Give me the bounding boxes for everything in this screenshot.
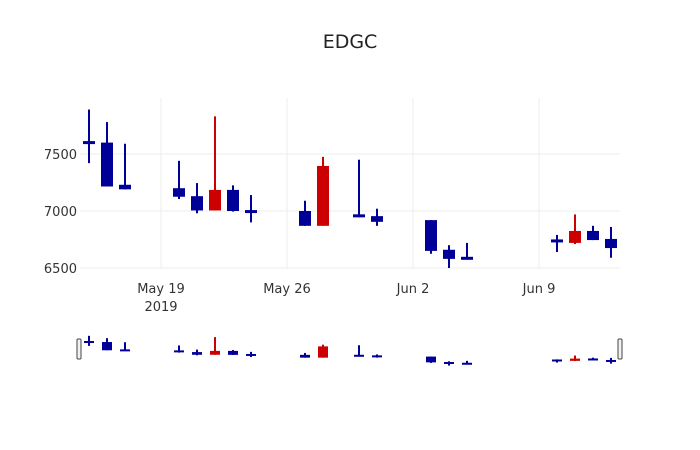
candle — [425, 220, 437, 254]
candle-body — [569, 230, 581, 243]
candle-body — [372, 355, 382, 358]
candle — [552, 359, 562, 363]
candle-body — [462, 362, 472, 365]
candle — [300, 352, 310, 358]
candle-body — [317, 165, 329, 226]
candle-body — [210, 350, 220, 355]
candle-body — [318, 346, 328, 358]
candle-body — [605, 238, 617, 249]
candle-body — [84, 341, 94, 344]
candle — [317, 156, 329, 226]
candle — [570, 355, 580, 362]
candle — [245, 195, 257, 223]
candle-body — [443, 249, 455, 259]
candle — [84, 335, 94, 346]
candle — [588, 357, 598, 361]
candle — [210, 337, 220, 355]
candle-body — [371, 216, 383, 222]
candle-body — [552, 359, 562, 362]
candle — [606, 357, 616, 364]
x-tick-label: May 19 — [137, 282, 185, 297]
candle-body — [461, 256, 473, 260]
candle-body — [245, 210, 257, 214]
candle — [228, 350, 238, 355]
range-slider[interactable] — [76, 335, 623, 366]
candle — [119, 143, 131, 190]
candle-body — [570, 358, 580, 361]
candle-body — [353, 214, 365, 218]
candle — [246, 351, 256, 358]
candle-body — [551, 239, 563, 243]
candle-body — [444, 362, 454, 365]
candle — [605, 226, 617, 258]
candle — [551, 234, 563, 253]
candles-main — [83, 109, 617, 268]
candle-body — [192, 352, 202, 355]
x-tick-label: Jun 9 — [522, 282, 556, 297]
x-tick-label: Jun 2 — [396, 282, 430, 297]
candle-body — [354, 354, 364, 357]
candle — [174, 345, 184, 353]
candle-body — [102, 342, 112, 351]
y-tick-label: 7500 — [44, 148, 77, 163]
candle — [353, 159, 365, 218]
candle-body — [209, 189, 221, 211]
chart-title: EDGC — [322, 31, 378, 53]
y-axis: 6500 7000 7500 — [44, 148, 77, 277]
candle — [318, 344, 328, 358]
candle — [227, 185, 239, 212]
x-tick-label: May 26 — [263, 282, 311, 297]
candle — [443, 245, 455, 268]
candle-body — [299, 211, 311, 226]
x-axis: May 19 2019 May 26 Jun 2 Jun 9 — [137, 282, 555, 315]
candle-body — [300, 354, 310, 358]
range-slider-right-handle[interactable] — [617, 338, 623, 360]
candle-body — [228, 350, 238, 355]
candle-body — [191, 196, 203, 211]
x-tick-year-label: 2019 — [144, 300, 177, 315]
gridlines — [80, 98, 620, 269]
candle — [462, 360, 472, 365]
candle-body — [425, 220, 437, 251]
candle — [354, 345, 364, 357]
candle — [372, 354, 382, 358]
candle — [569, 214, 581, 245]
y-tick-label: 7000 — [44, 205, 77, 220]
candle — [587, 225, 599, 241]
candle-body — [426, 356, 436, 363]
candle — [173, 160, 185, 200]
candle — [371, 208, 383, 226]
range-slider-candles — [84, 335, 616, 366]
candle-body — [246, 353, 256, 356]
candle-body — [101, 142, 113, 187]
candle — [426, 356, 436, 363]
candle-body — [174, 350, 184, 353]
candle — [101, 122, 113, 187]
candle — [191, 183, 203, 214]
candle — [461, 242, 473, 260]
candle — [192, 349, 202, 356]
candle-body — [227, 189, 239, 211]
range-slider-left-handle[interactable] — [76, 338, 82, 360]
candle — [444, 361, 454, 366]
candle-body — [120, 349, 130, 352]
candle — [83, 109, 95, 164]
candle-body — [587, 230, 599, 241]
candle-body — [119, 184, 131, 190]
candle — [299, 200, 311, 226]
candle — [120, 342, 130, 352]
candle — [209, 116, 221, 211]
candle — [102, 338, 112, 351]
y-tick-label: 6500 — [44, 262, 77, 277]
candle-body — [588, 358, 598, 361]
candle-body — [173, 188, 185, 197]
candle-body — [83, 141, 95, 145]
candle-body — [606, 359, 616, 362]
